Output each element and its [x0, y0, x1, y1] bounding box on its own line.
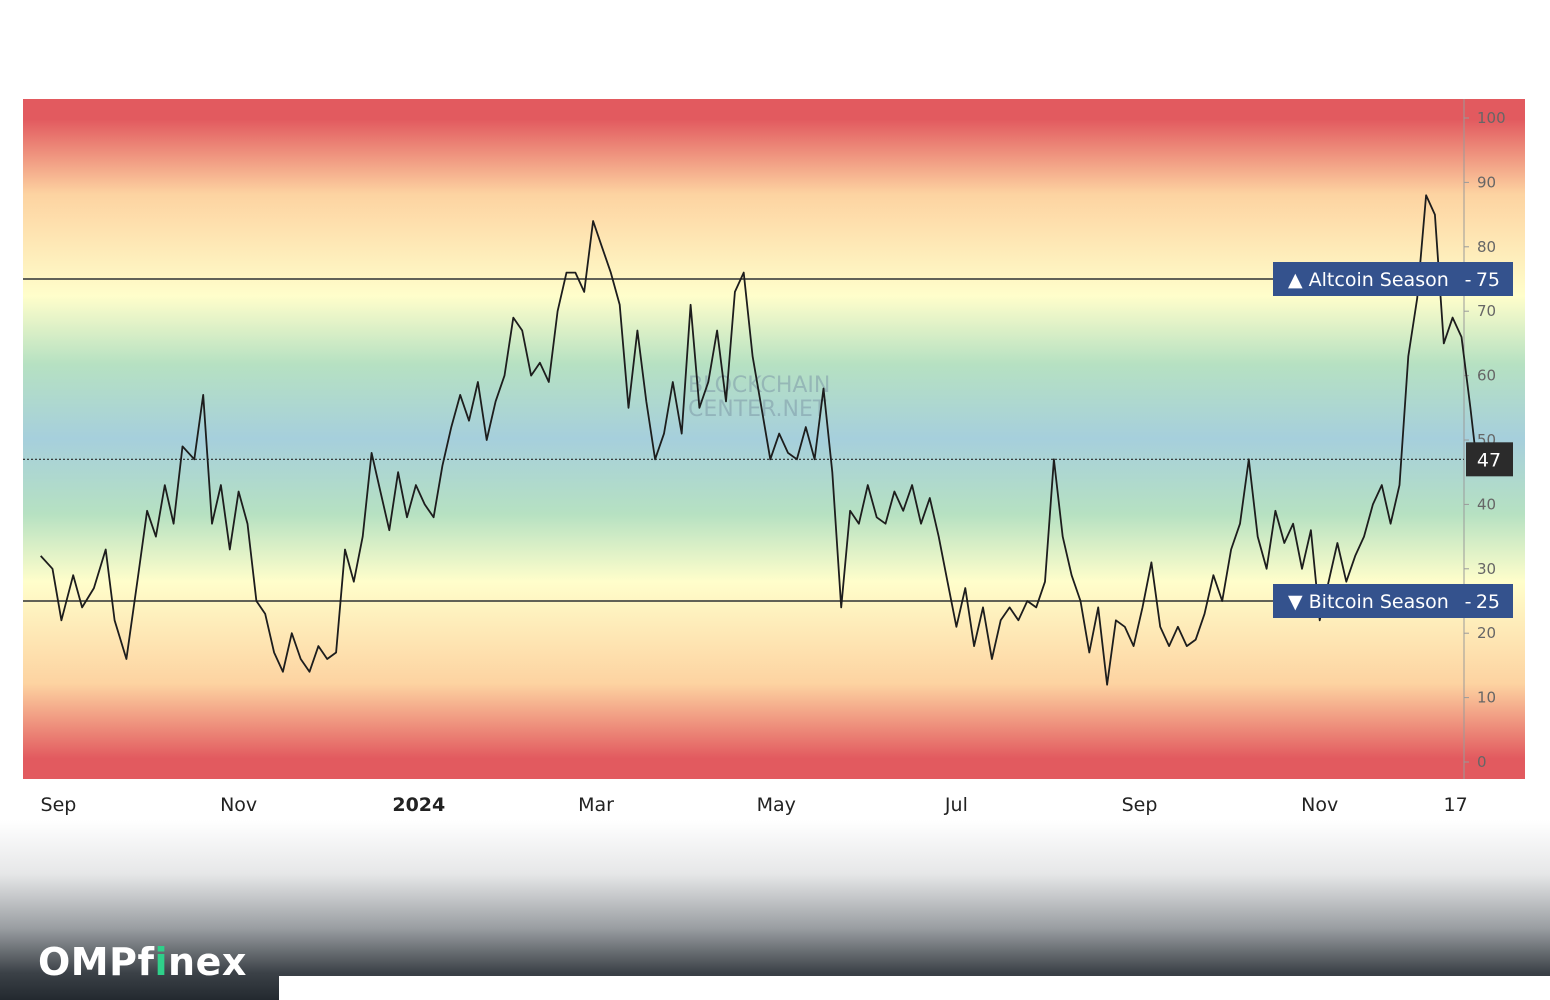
current-value-badge: 47 — [1466, 442, 1513, 477]
y-tick-label: 80 — [1477, 238, 1496, 256]
ompfinex-logo: OMPfinex — [38, 940, 247, 984]
logo-part1: OMP — [38, 940, 138, 984]
x-tick-label: Mar — [578, 794, 614, 816]
y-tick-label: 60 — [1477, 367, 1496, 385]
logo-part4: nex — [168, 940, 247, 984]
logo-part3: i — [154, 940, 169, 984]
logo-part2: f — [137, 940, 155, 984]
x-tick-label: Sep — [41, 794, 77, 816]
y-tick-label: 40 — [1477, 495, 1496, 513]
x-tick-label: 2024 — [392, 794, 445, 816]
x-tick-label: Jul — [944, 794, 968, 816]
threshold-badge-separator: - — [1465, 269, 1472, 291]
y-tick-label: 0 — [1477, 753, 1487, 771]
threshold-badges: ▲ Altcoin Season 75-▼ Bitcoin Season 25- — [1273, 262, 1513, 618]
y-tick-label: 70 — [1477, 302, 1496, 320]
x-tick-label: May — [757, 794, 796, 816]
threshold-badge-value: 75 — [1476, 269, 1500, 291]
y-tick-label: 100 — [1477, 109, 1506, 127]
y-tick-label: 90 — [1477, 173, 1496, 191]
x-tick-label: Nov — [1301, 794, 1338, 816]
x-tick-label: Nov — [220, 794, 257, 816]
chart-background — [23, 99, 1525, 779]
threshold-badge-label: ▲ Altcoin Season — [1288, 269, 1449, 291]
threshold-badge-bg — [1273, 262, 1513, 296]
threshold-badge-label: ▼ Bitcoin Season — [1288, 591, 1449, 613]
x-tick-label: Sep — [1122, 794, 1158, 816]
threshold-badge-bg — [1273, 584, 1513, 618]
bottom-fade — [0, 820, 1550, 1000]
current-badge-label: 47 — [1477, 449, 1501, 471]
current-badge-bg — [1466, 442, 1513, 477]
y-tick-label: 20 — [1477, 624, 1496, 642]
threshold-badge-value: 25 — [1476, 591, 1500, 613]
bottom-strip — [279, 976, 1550, 1000]
series-line — [40, 194, 1478, 686]
watermark: BLOCKCHAIN CENTER.NET — [688, 373, 830, 422]
x-tick-label: 17 — [1444, 794, 1468, 816]
x-axis: Sep Nov 2024 Mar May Jul Sep Nov 17 — [41, 794, 1468, 816]
threshold-badge-separator: - — [1465, 591, 1472, 613]
y-tick-label: 10 — [1477, 689, 1496, 707]
y-tick-label: 30 — [1477, 560, 1496, 578]
watermark-line2: CENTER.NET — [688, 397, 827, 422]
